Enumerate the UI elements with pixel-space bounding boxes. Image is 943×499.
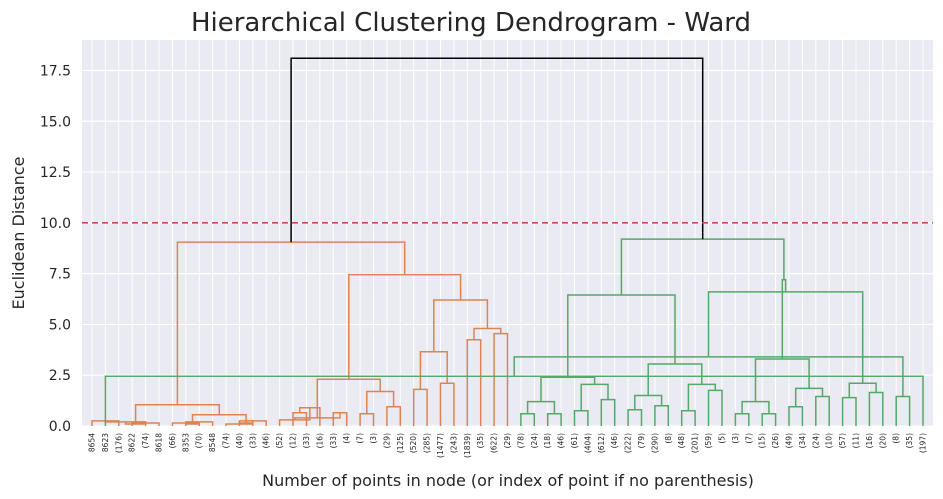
x-tick-label: (70) <box>195 433 204 448</box>
x-tick-label: (66) <box>168 433 177 448</box>
y-tick-label: 12.5 <box>40 165 71 181</box>
x-tick-label: (40) <box>235 433 244 448</box>
x-tick-label: (15) <box>758 433 767 448</box>
x-tick-label: (29) <box>503 433 512 448</box>
y-tick-label: 15.0 <box>40 114 71 130</box>
x-tick-label: 8622 <box>128 433 137 452</box>
y-axis-label: Euclidean Distance <box>9 157 28 310</box>
x-axis-label: Number of points in node (or index of po… <box>262 471 754 490</box>
x-tick-label: (74) <box>222 433 231 448</box>
x-tick-label: (520) <box>409 433 418 453</box>
x-tick-label: (33) <box>302 433 311 448</box>
x-tick-label: (59) <box>704 433 713 448</box>
x-tick-label: (16) <box>865 433 874 448</box>
x-tick-label: 8623 <box>101 433 110 452</box>
x-tick-label: (404) <box>583 433 592 453</box>
x-tick-label: (7) <box>744 433 753 444</box>
x-tick-label: (285) <box>423 433 432 453</box>
y-tick-label: 2.5 <box>49 368 71 384</box>
y-tick-label: 17.5 <box>40 63 71 79</box>
x-tick-label: (3) <box>731 433 740 444</box>
x-tick-label: (197) <box>919 433 928 453</box>
x-tick-label: (46) <box>262 433 271 448</box>
y-tick-label: 7.5 <box>49 267 71 283</box>
x-tick-label: (61) <box>570 433 579 448</box>
x-tick-label: (34) <box>798 433 807 448</box>
x-tick-label: (201) <box>691 433 700 453</box>
x-tick-label: 8353 <box>181 433 190 452</box>
x-tick-label: (33) <box>329 433 338 448</box>
x-tick-label: (8) <box>664 433 673 444</box>
x-tick-label: 8548 <box>208 433 217 452</box>
x-tick-label: (4) <box>342 433 351 444</box>
x-tick-label: (29) <box>382 433 391 448</box>
x-tick-label: (46) <box>610 433 619 448</box>
y-tick-labels: 0.0 2.5 5.0 7.5 10.0 12.5 15.0 17.5 <box>40 63 71 435</box>
x-tick-label: (79) <box>637 433 646 448</box>
chart-title: Hierarchical Clustering Dendrogram - War… <box>191 8 751 38</box>
x-tick-label: (16) <box>315 433 324 448</box>
x-tick-label: 8618 <box>155 433 164 452</box>
x-tick-label: (11) <box>852 433 861 448</box>
x-tick-label: (52) <box>275 433 284 448</box>
y-tick-label: 0.0 <box>49 419 71 435</box>
x-tick-label: (78) <box>516 433 525 448</box>
x-tick-label: (176) <box>114 433 123 453</box>
x-tick-label: (49) <box>785 433 794 448</box>
x-tick-label: (35) <box>905 433 914 448</box>
x-tick-label: (1839) <box>463 433 472 458</box>
y-tick-label: 10.0 <box>40 216 71 232</box>
x-tick-label: (57) <box>838 433 847 448</box>
x-tick-label: (8) <box>892 433 901 444</box>
x-tick-labels: 8654 8623 (176) 8622 (74) 8618 (66) 8353 (70) 854… <box>88 433 928 458</box>
x-tick-label: (10) <box>825 433 834 448</box>
x-tick-label: (1477) <box>436 433 445 458</box>
dendrogram-links <box>91 57 924 426</box>
x-tick-label: (125) <box>396 433 405 453</box>
x-tick-label: (24) <box>530 433 539 448</box>
x-tick-label: (222) <box>624 433 633 453</box>
x-tick-label: (12) <box>289 433 298 448</box>
x-tick-label: (20) <box>878 433 887 448</box>
x-tick-label: (35) <box>476 433 485 448</box>
x-tick-label: (46) <box>557 433 566 448</box>
x-tick-label: (48) <box>677 433 686 448</box>
dendrogram-link <box>290 57 704 243</box>
x-tick-label: (74) <box>141 433 150 448</box>
x-tick-label: (5) <box>718 433 727 444</box>
x-tick-label: (622) <box>490 433 499 453</box>
y-tick-label: 5.0 <box>49 317 71 333</box>
x-tick-label: (612) <box>597 433 606 453</box>
x-tick-label: (3) <box>369 433 378 444</box>
x-tick-label: (290) <box>650 433 659 453</box>
x-tick-label: (18) <box>543 433 552 448</box>
x-tick-label: (26) <box>771 433 780 448</box>
x-tick-label: (7) <box>356 433 365 444</box>
x-tick-label: (24) <box>811 433 820 448</box>
x-tick-label: (33) <box>248 433 257 448</box>
x-tick-label: (243) <box>449 433 458 453</box>
x-tick-label: 8654 <box>88 433 97 452</box>
